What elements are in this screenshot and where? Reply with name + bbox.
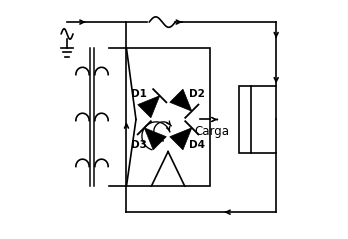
Polygon shape [170, 89, 192, 111]
Text: D1: D1 [131, 89, 147, 99]
Polygon shape [138, 96, 160, 118]
Text: Carga: Carga [195, 125, 230, 138]
Polygon shape [144, 128, 166, 150]
Bar [126, 48, 209, 186]
Bar [239, 86, 251, 153]
Text: D4: D4 [189, 140, 205, 150]
Text: D2: D2 [189, 89, 205, 99]
Polygon shape [170, 128, 192, 150]
Text: D3: D3 [131, 140, 147, 150]
